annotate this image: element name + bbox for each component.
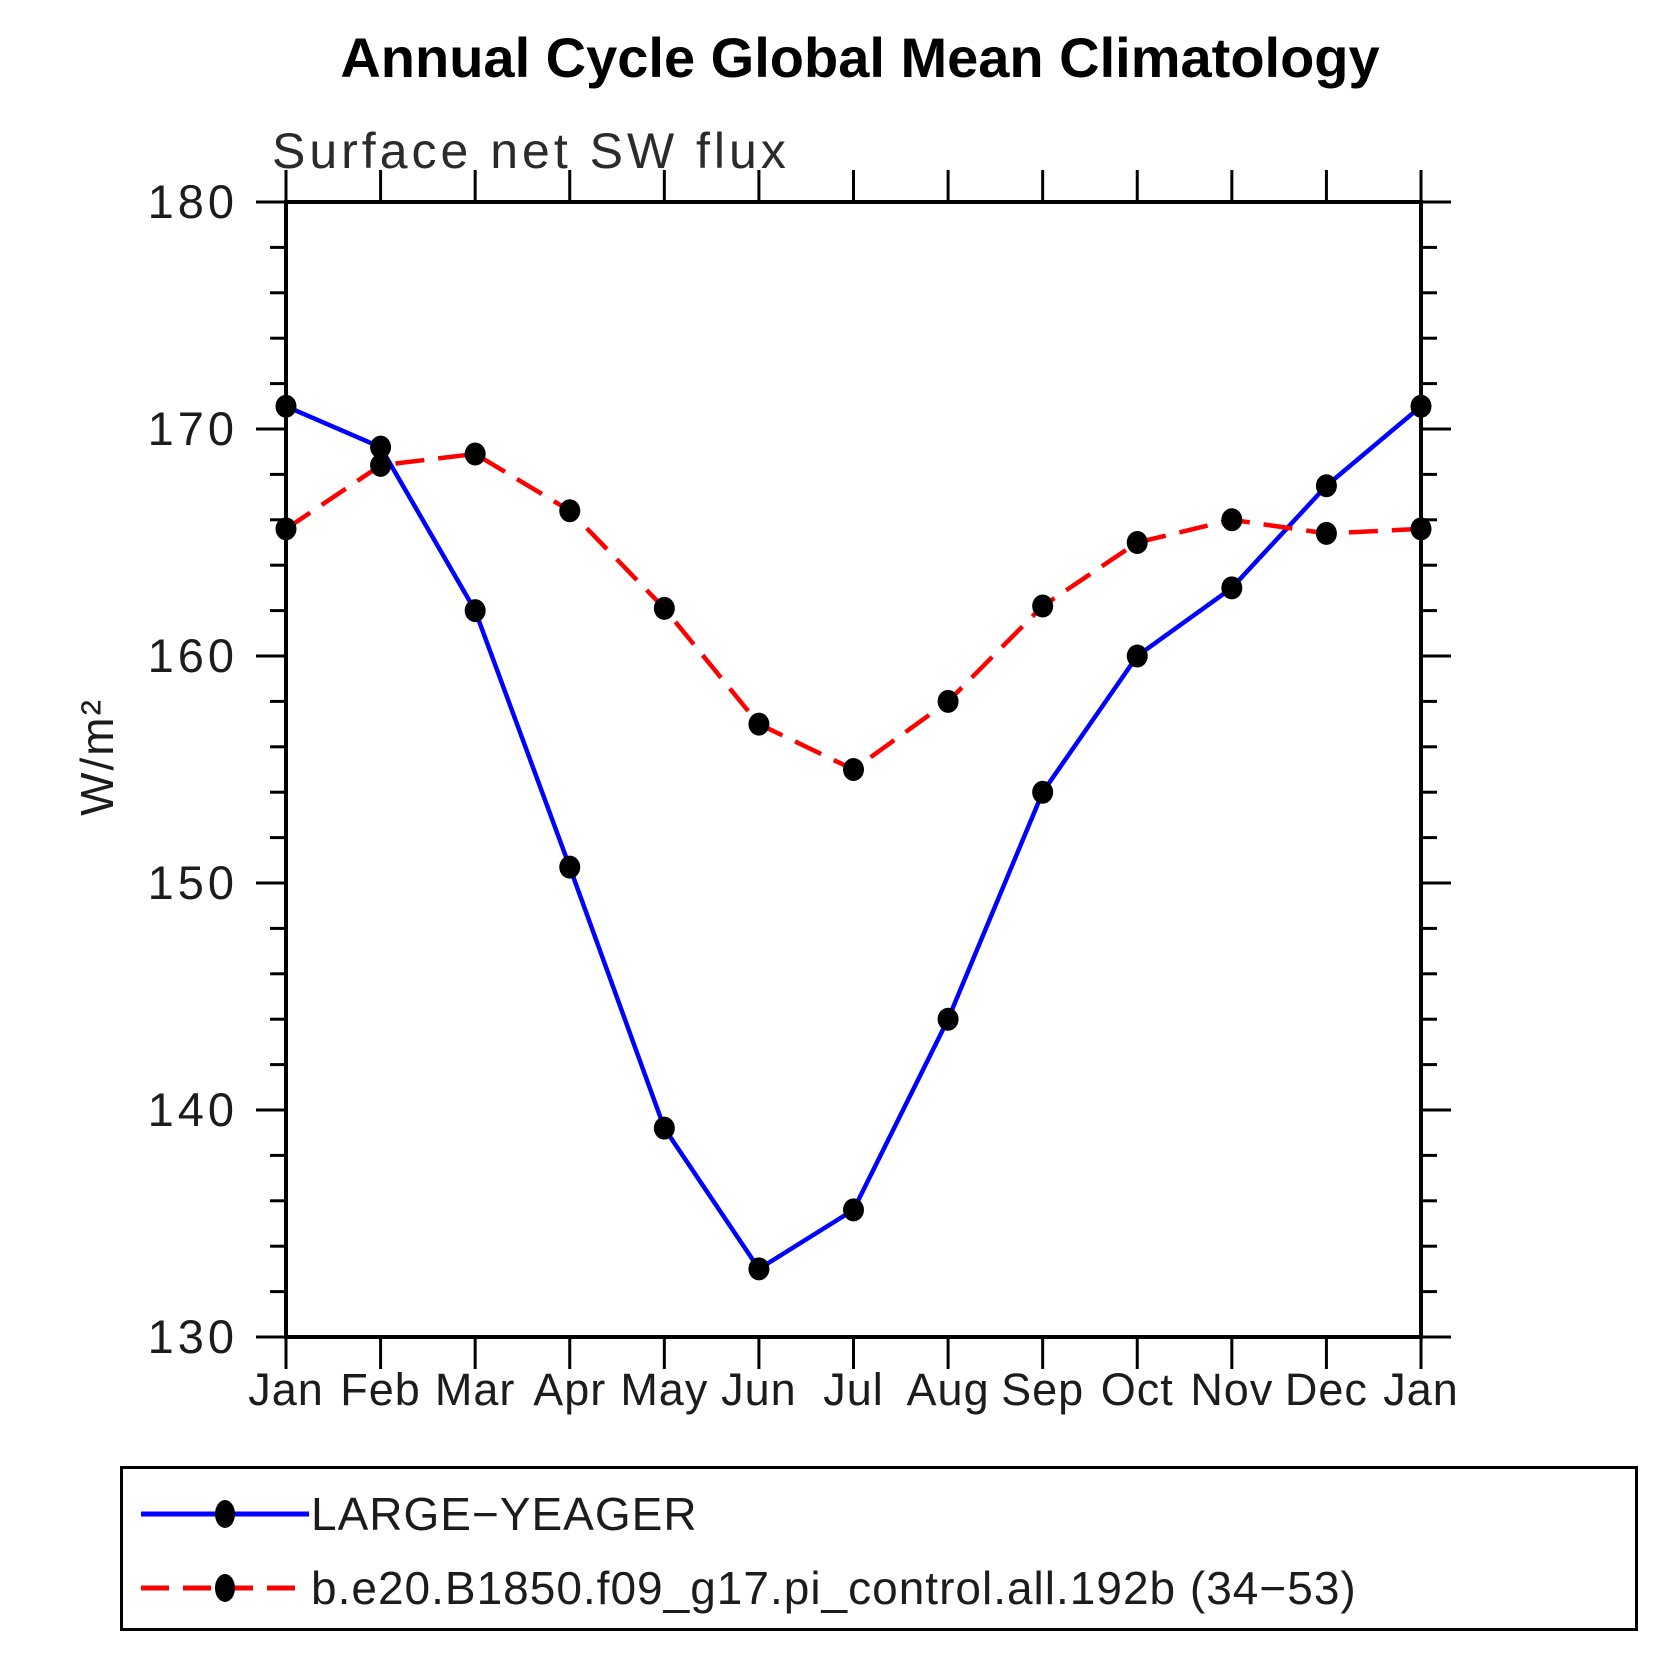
x-tick-labels: Jan Feb Mar Apr May Jun Jul Aug Sep Oct Nov Dec Jan — [248, 1364, 1459, 1415]
legend-marker-dot — [215, 1574, 235, 1602]
series-line-large-yeager — [285, 404, 1423, 1272]
data-point-marker — [464, 442, 486, 466]
legend-label: LARGE−YEAGER — [311, 1488, 698, 1540]
legend-item: LARGE−YEAGER — [123, 1477, 1635, 1551]
series-large-yeager — [275, 394, 1432, 1281]
data-point-marker — [559, 499, 581, 523]
x-tick-label: Jun — [721, 1364, 797, 1415]
x-tick-label: May — [620, 1364, 708, 1415]
data-point-marker — [748, 1257, 770, 1281]
data-point-marker — [748, 712, 770, 736]
x-tick-label: Apr — [533, 1364, 606, 1415]
data-point-marker — [1126, 531, 1148, 554]
data-point-marker — [1315, 474, 1337, 498]
chart-subtitle: Surface net SW flux — [272, 123, 790, 179]
axis-frame — [284, 200, 1423, 1339]
legend-label: b.e20.B1850.f09_g17.pi_control.all.192b … — [311, 1562, 1357, 1614]
y-tick-label: 140 — [148, 1083, 238, 1136]
x-tick-label: Mar — [435, 1364, 516, 1415]
data-point-marker — [937, 689, 959, 713]
legend: LARGE−YEAGER b.e20.B1850.f09_g17.pi_cont… — [120, 1466, 1638, 1631]
data-point-marker — [275, 517, 297, 541]
data-point-marker — [1410, 394, 1432, 418]
data-point-marker — [1032, 594, 1054, 618]
x-tick-label: Jan — [1383, 1364, 1459, 1415]
data-point-marker — [1032, 780, 1054, 804]
x-tick-label: Dec — [1285, 1364, 1368, 1415]
x-tick-label: Jul — [823, 1364, 884, 1415]
x-tick-label: Nov — [1190, 1364, 1273, 1415]
data-point-marker — [370, 435, 392, 459]
y-ticks — [256, 200, 1451, 1339]
y-tick-label: 180 — [148, 175, 238, 228]
legend-line-sample-dashed — [141, 1574, 309, 1602]
x-tick-label: Oct — [1101, 1364, 1174, 1415]
y-tick-label: 150 — [148, 856, 238, 909]
data-point-marker — [1126, 644, 1148, 668]
data-point-marker — [937, 1007, 959, 1031]
x-tick-label: Jan — [248, 1364, 324, 1415]
data-point-marker — [1221, 576, 1243, 600]
data-point-marker — [653, 1116, 675, 1140]
data-point-marker — [843, 1198, 864, 1222]
data-point-marker — [653, 596, 675, 620]
x-ticks — [284, 170, 1423, 1369]
data-point-marker — [843, 758, 864, 781]
y-tick-label: 170 — [148, 402, 238, 455]
data-point-marker — [1315, 521, 1337, 545]
chart-title: Annual Cycle Global Mean Climatology — [340, 26, 1380, 89]
legend-line-sample-solid — [141, 1500, 309, 1528]
data-point-marker — [464, 599, 486, 623]
data-point-marker — [370, 453, 392, 477]
y-tick-labels: 180 170 160 150 140 130 — [148, 175, 238, 1363]
x-tick-label: Sep — [1001, 1364, 1084, 1415]
y-tick-label: 160 — [148, 629, 238, 682]
y-tick-label: 130 — [148, 1310, 238, 1363]
series-line-b-e20-b1850-f09-g17-pi-control-all-192b-34-53 — [284, 451, 1422, 772]
x-tick-label: Feb — [340, 1364, 421, 1415]
x-tick-label: Aug — [907, 1364, 990, 1415]
series-b-e20-b1850-f09-g17-pi-control-all-192b-34-53 — [275, 442, 1432, 781]
data-point-marker — [1221, 508, 1243, 532]
data-point-marker — [275, 394, 297, 418]
legend-marker-dot — [215, 1500, 235, 1528]
legend-item: b.e20.B1850.f09_g17.pi_control.all.192b … — [123, 1551, 1635, 1625]
data-point-marker — [559, 855, 581, 879]
data-point-marker — [1410, 517, 1432, 541]
